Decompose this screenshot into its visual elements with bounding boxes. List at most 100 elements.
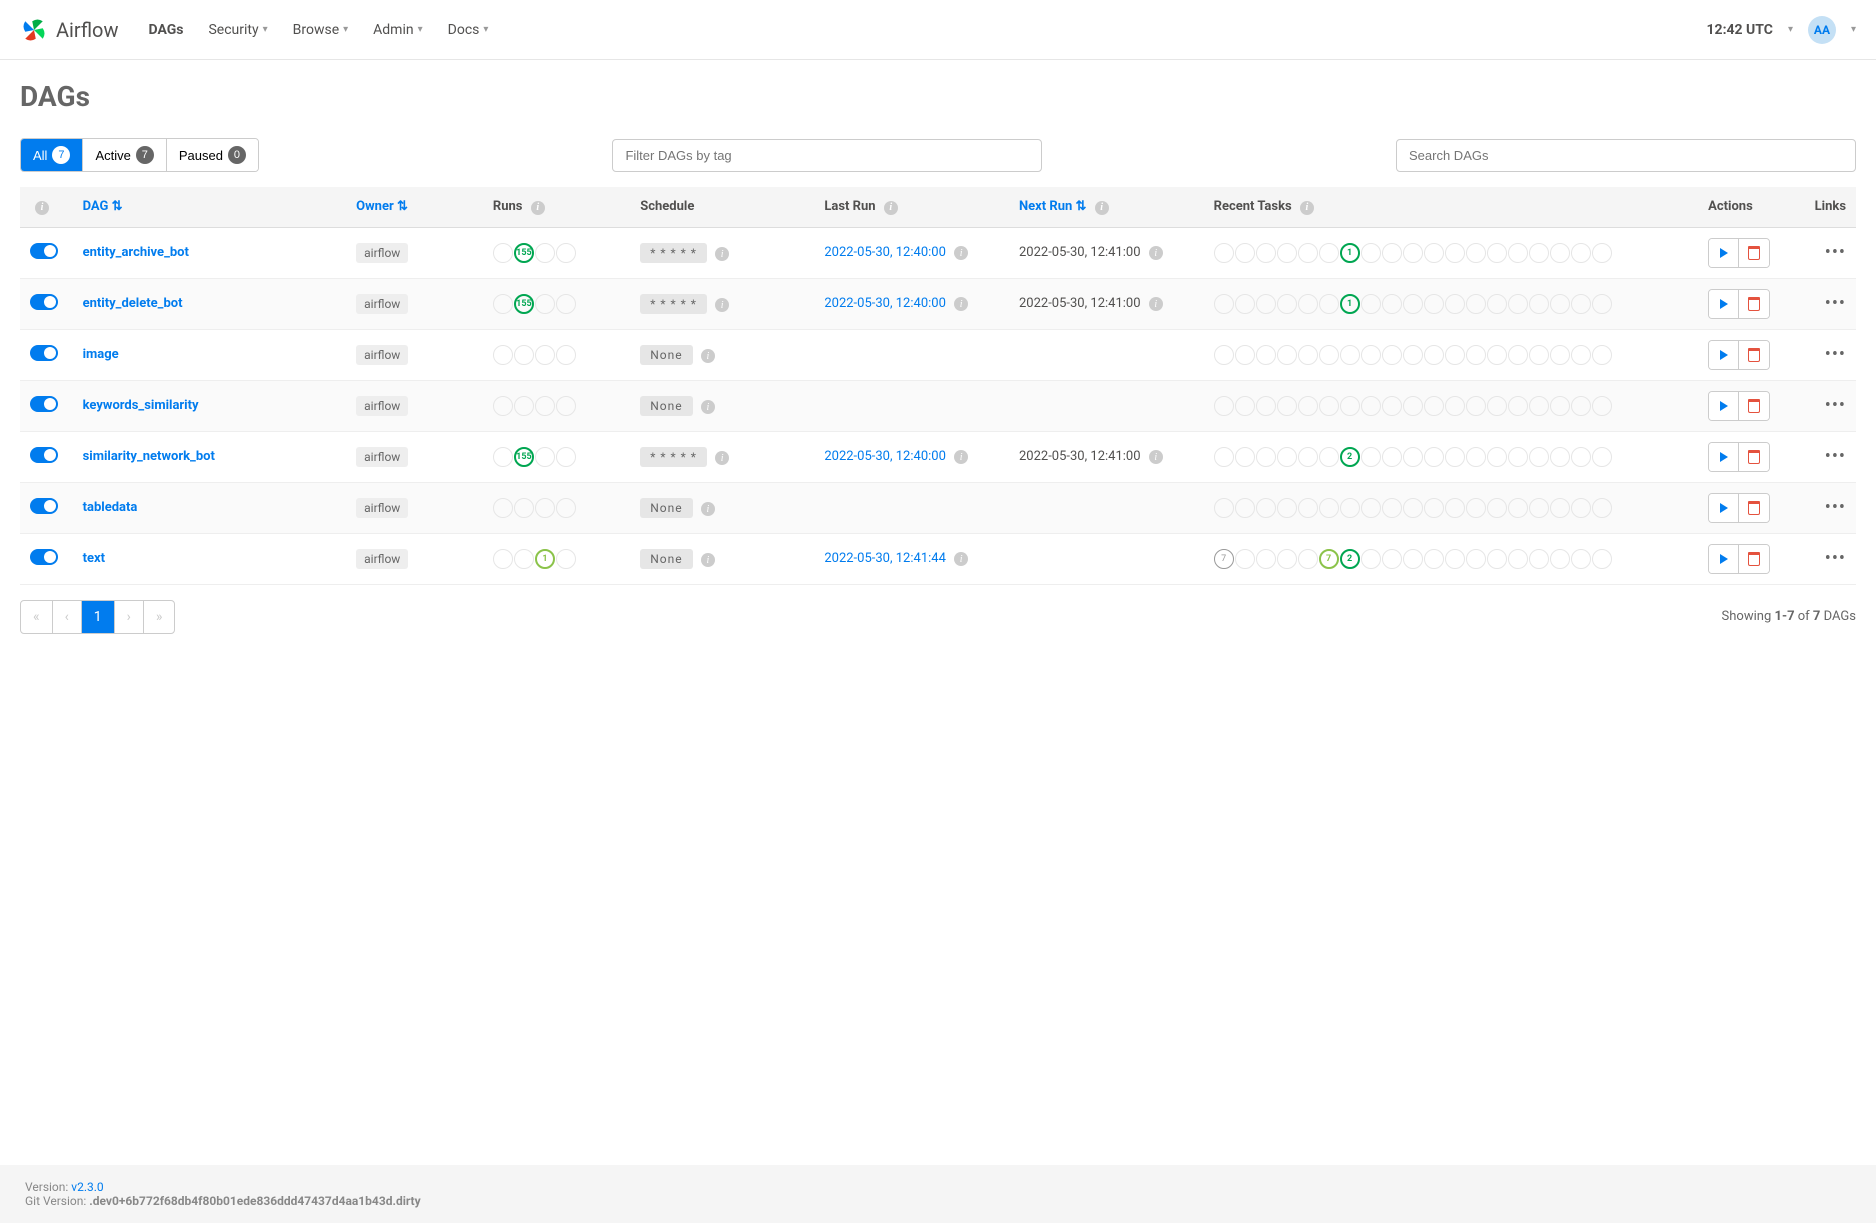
task-circle[interactable]	[1529, 498, 1549, 518]
task-circle[interactable]	[1256, 243, 1276, 263]
dag-name-link[interactable]: similarity_network_bot	[83, 449, 215, 464]
task-circle[interactable]	[1256, 447, 1276, 467]
task-circle[interactable]	[1403, 396, 1423, 416]
task-circle[interactable]	[1424, 294, 1444, 314]
task-circle[interactable]	[1382, 396, 1402, 416]
task-circle[interactable]	[1487, 447, 1507, 467]
more-links-button[interactable]: •••	[1825, 497, 1846, 518]
task-circle[interactable]	[1487, 243, 1507, 263]
task-circle[interactable]	[1466, 243, 1486, 263]
task-circle[interactable]	[1382, 549, 1402, 569]
run-circle[interactable]	[493, 498, 513, 518]
task-circle[interactable]	[1235, 243, 1255, 263]
task-circle[interactable]: 1	[1340, 294, 1360, 314]
task-circle[interactable]	[1592, 243, 1612, 263]
filter-active[interactable]: Active7	[83, 139, 166, 171]
task-circle[interactable]	[1403, 294, 1423, 314]
col-next-run[interactable]: Next Run ⇅	[1019, 199, 1086, 214]
schedule-tag[interactable]: None	[640, 396, 692, 416]
task-circle[interactable]	[1550, 345, 1570, 365]
task-circle[interactable]	[1529, 396, 1549, 416]
info-icon[interactable]: i	[1149, 297, 1163, 311]
run-circle[interactable]: 1	[535, 549, 555, 569]
task-circle[interactable]	[1382, 345, 1402, 365]
trigger-dag-button[interactable]	[1709, 494, 1739, 522]
dag-name-link[interactable]: entity_archive_bot	[83, 245, 189, 260]
task-circle[interactable]	[1445, 549, 1465, 569]
task-circle[interactable]	[1214, 498, 1234, 518]
more-links-button[interactable]: •••	[1825, 446, 1846, 467]
last-run-link[interactable]: 2022-05-30, 12:40:00	[824, 449, 946, 464]
task-circle[interactable]	[1382, 447, 1402, 467]
dag-name-link[interactable]: text	[83, 551, 105, 566]
task-circle[interactable]	[1298, 243, 1318, 263]
run-circle[interactable]	[556, 345, 576, 365]
run-circle[interactable]	[535, 498, 555, 518]
task-circle[interactable]	[1529, 294, 1549, 314]
info-icon[interactable]: i	[884, 201, 898, 215]
task-circle[interactable]	[1424, 549, 1444, 569]
task-circle[interactable]	[1361, 498, 1381, 518]
task-circle[interactable]	[1277, 243, 1297, 263]
dag-toggle[interactable]	[30, 294, 58, 310]
task-circle[interactable]: 1	[1340, 243, 1360, 263]
page-last[interactable]: »	[144, 601, 175, 633]
task-circle[interactable]	[1298, 447, 1318, 467]
task-circle[interactable]	[1508, 396, 1528, 416]
run-circle[interactable]	[535, 294, 555, 314]
task-circle[interactable]: 7	[1319, 549, 1339, 569]
task-circle[interactable]	[1256, 498, 1276, 518]
task-circle[interactable]	[1298, 396, 1318, 416]
task-circle[interactable]	[1550, 294, 1570, 314]
schedule-tag[interactable]: * * * * *	[640, 447, 707, 467]
run-circle[interactable]	[493, 447, 513, 467]
task-circle[interactable]	[1235, 498, 1255, 518]
delete-dag-button[interactable]	[1739, 239, 1769, 267]
schedule-tag[interactable]: None	[640, 549, 692, 569]
run-circle[interactable]	[493, 243, 513, 263]
dag-toggle[interactable]	[30, 447, 58, 463]
search-dags-input[interactable]	[1396, 139, 1856, 172]
info-icon[interactable]: i	[1095, 201, 1109, 215]
task-circle[interactable]	[1214, 396, 1234, 416]
info-icon[interactable]: i	[1149, 246, 1163, 260]
nav-admin[interactable]: Admin▾	[373, 22, 422, 38]
info-icon[interactable]: i	[531, 201, 545, 215]
avatar[interactable]: AA	[1808, 16, 1836, 44]
info-icon[interactable]: i	[35, 201, 49, 215]
run-circle[interactable]	[514, 498, 534, 518]
dag-toggle[interactable]	[30, 345, 58, 361]
task-circle[interactable]	[1256, 396, 1276, 416]
task-circle[interactable]	[1529, 447, 1549, 467]
owner-tag[interactable]: airflow	[356, 447, 408, 467]
task-circle[interactable]: 2	[1340, 447, 1360, 467]
run-circle[interactable]	[493, 294, 513, 314]
run-circle[interactable]	[556, 243, 576, 263]
task-circle[interactable]	[1235, 549, 1255, 569]
owner-tag[interactable]: airflow	[356, 294, 408, 314]
info-icon[interactable]: i	[701, 349, 715, 363]
delete-dag-button[interactable]	[1739, 545, 1769, 573]
task-circle[interactable]	[1508, 243, 1528, 263]
info-icon[interactable]: i	[701, 502, 715, 516]
task-circle[interactable]	[1487, 294, 1507, 314]
task-circle[interactable]	[1319, 243, 1339, 263]
task-circle[interactable]	[1361, 549, 1381, 569]
task-circle[interactable]	[1466, 447, 1486, 467]
task-circle[interactable]	[1571, 294, 1591, 314]
trigger-dag-button[interactable]	[1709, 239, 1739, 267]
run-circle[interactable]	[493, 549, 513, 569]
owner-tag[interactable]: airflow	[356, 243, 408, 263]
task-circle[interactable]	[1403, 243, 1423, 263]
task-circle[interactable]	[1466, 396, 1486, 416]
task-circle[interactable]	[1277, 549, 1297, 569]
run-circle[interactable]	[535, 396, 555, 416]
task-circle[interactable]	[1382, 294, 1402, 314]
col-owner[interactable]: Owner ⇅	[356, 199, 408, 214]
delete-dag-button[interactable]	[1739, 443, 1769, 471]
task-circle[interactable]	[1508, 294, 1528, 314]
task-circle[interactable]	[1214, 243, 1234, 263]
task-circle[interactable]	[1277, 498, 1297, 518]
owner-tag[interactable]: airflow	[356, 396, 408, 416]
schedule-tag[interactable]: * * * * *	[640, 243, 707, 263]
